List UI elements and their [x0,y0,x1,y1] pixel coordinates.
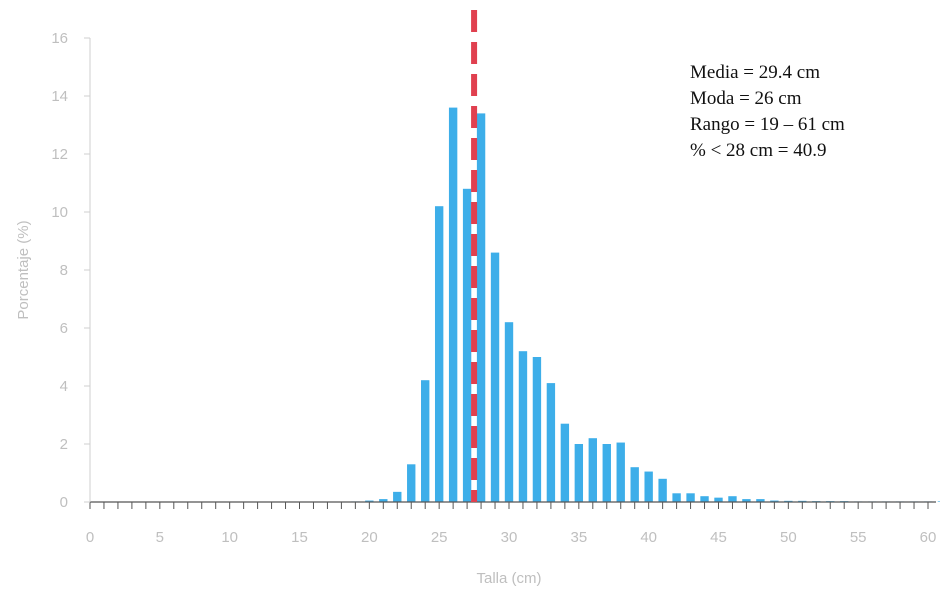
x-tick-label-60: 60 [920,529,937,546]
y-tick-label-4: 4 [60,378,68,395]
bar-26 [448,107,458,502]
bar-43 [686,493,695,502]
y-tick-label-16: 16 [51,30,68,47]
bar-45 [714,497,723,502]
bars-group [351,107,940,503]
bar-35 [574,444,584,502]
stat-rango: Rango = 19 – 61 cm [690,114,845,135]
x-tick-label-50: 50 [780,529,797,546]
x-axis-title: Talla (cm) [476,570,541,587]
x-tick-label-45: 45 [710,529,727,546]
bar-40 [644,471,653,502]
bar-29 [490,252,500,502]
bar-38 [616,442,625,502]
y-tick-label-10: 10 [51,204,68,221]
bar-41 [658,478,667,502]
y-tick-label-14: 14 [51,88,68,105]
y-tick-label-12: 12 [51,146,68,163]
bar-34 [560,423,570,502]
y-tick-label-2: 2 [60,436,68,453]
bar-28 [476,113,486,503]
bar-61 [937,501,940,502]
y-axis-title: Porcentaje (%) [15,220,32,319]
bar-24 [421,380,430,502]
x-tick-label-5: 5 [156,529,164,546]
bar-21 [379,499,388,502]
bar-44 [700,496,709,502]
x-tick-label-20: 20 [361,529,378,546]
bar-39 [630,467,639,502]
bar-36 [588,438,597,502]
stats-annotation: Media = 29.4 cm Moda = 26 cm Rango = 19 … [690,60,845,164]
bar-20 [365,500,374,502]
x-tick-label-30: 30 [501,529,518,546]
bar-25 [434,206,444,502]
y-tick-label-8: 8 [60,262,68,279]
ticks-group: 0 5 10 15 20 25 30 35 40 45 50 55 60 0 2 4 6 8 10 12 14 16 [51,30,936,546]
bar-47 [742,499,751,502]
stat-media: Media = 29.4 cm [690,62,820,83]
x-tick-label-15: 15 [291,529,308,546]
bar-27 [462,188,472,503]
y-tick-label-6: 6 [60,320,68,337]
x-tick-label-0: 0 [86,529,94,546]
bar-30 [504,322,514,502]
bar-42 [672,493,681,502]
bar-37 [602,444,611,502]
x-tick-label-25: 25 [431,529,448,546]
bar-46 [728,496,737,502]
x-tick-label-40: 40 [640,529,657,546]
bar-33 [546,383,556,502]
bar-22 [393,491,402,502]
x-tick-label-55: 55 [850,529,867,546]
bar-49 [770,500,779,502]
stat-moda: Moda = 26 cm [690,88,802,109]
stat-porcentaje: % < 28 cm = 40.9 [690,140,827,161]
bar-32 [532,357,542,502]
bar-31 [518,351,528,502]
bar-23 [407,464,416,502]
bar-48 [756,499,765,502]
y-tick-label-0: 0 [60,494,68,511]
x-tick-label-35: 35 [570,529,587,546]
x-tick-label-10: 10 [221,529,238,546]
